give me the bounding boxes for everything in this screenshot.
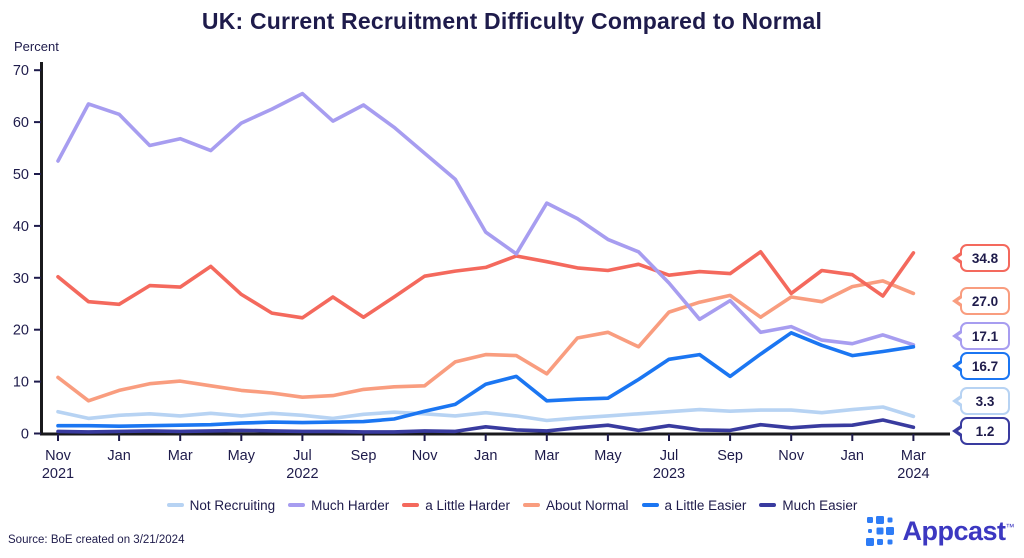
legend-item-not-recruiting: Not Recruiting [166,497,276,513]
legend-swatch [166,503,184,507]
y-tick-label: 50 [13,167,29,183]
x-tick-label: Nov [778,448,805,464]
x-tick-label: May [228,448,256,464]
x-tick-label: Jan [107,448,130,464]
y-axis-unit-label: Percent [14,39,59,54]
legend-label: Much Easier [782,497,858,513]
logo-grid-square [867,517,874,523]
x-tick-label: Nov [45,448,72,464]
appcast-logo: Appcast™ [865,515,1014,548]
x-year-label: 2023 [653,466,685,482]
end-value-callout-a-little-harder: 34.8 [960,244,1010,272]
legend-item-much-easier: Much Easier [759,498,857,513]
appcast-logo-mark-icon [866,516,895,546]
series-line-much-easier [56,418,916,434]
x-tick-label: Nov [412,448,439,464]
source-note: Source: BoE created on 3/21/2024 [8,534,185,546]
y-tick-label: 10 [13,375,29,391]
legend-swatch [402,503,420,507]
y-tick-label: 30 [13,271,29,287]
x-year-label: 2021 [42,466,74,482]
logo-grid-square [866,538,875,546]
logo-grid-square [887,539,893,545]
legend-swatch [523,503,540,507]
y-tick-label: 70 [13,63,29,79]
logo-grid-square [876,527,884,535]
x-tick-label: Jul [293,448,312,464]
legend-swatch [288,503,306,507]
appcast-logo-text: Appcast™ [902,516,1014,547]
series-line-much-harder [56,91,916,347]
y-tick-label: 40 [13,219,29,235]
series-line-about-normal [56,279,916,403]
series-line-a-little-easier [56,330,916,429]
legend-swatch [759,503,777,507]
chart-legend: Not Recruiting Much Harder a Little Harder… [0,494,1024,516]
legend-label: a Little Harder [425,497,510,513]
logo-grid-square [876,516,885,524]
x-tick-label: Sep [717,448,743,464]
y-tick-label: 60 [13,115,29,131]
x-tick-label: May [594,448,622,464]
logo-grid-square [868,529,873,533]
x-tick-label: Mar [901,448,926,464]
end-value-callout-much-harder: 17.1 [960,322,1010,350]
series-line-a-little-harder [56,250,916,320]
x-year-label: 2022 [286,466,318,482]
chart-title: UK: Current Recruitment Difficulty Compa… [201,8,823,34]
end-value-callout-about-normal: 27.0 [960,287,1010,315]
logo-grid-square [887,517,893,523]
x-tick-label: Jan [841,448,864,464]
trademark-symbol: ™ [1005,522,1015,532]
x-tick-label: Mar [168,448,193,464]
legend-swatch [641,503,659,507]
logo-wordmark: Appcast [902,516,1006,546]
x-tick-label: Jan [474,448,497,464]
legend-label: About Normal [546,497,629,513]
x-tick-label: Sep [351,448,377,464]
legend-label: Not Recruiting [189,497,276,513]
legend-item-much-harder: Much Harder [288,498,389,513]
end-value-callout-not-recruiting: 3.3 [960,387,1010,415]
legend-item-a-little-easier: a Little Easier [641,497,747,513]
legend-item-about-normal: About Normal [523,498,629,513]
legend-item-a-little-harder: a Little Harder [402,498,510,513]
series-line-not-recruiting [56,405,916,423]
legend-label: a Little Easier [664,497,747,513]
x-tick-label: Jul [660,448,679,464]
x-tick-label: Mar [534,448,559,464]
end-value-callout-much-easier: 1.2 [960,417,1010,445]
x-year-label: 2024 [897,466,929,482]
y-tick-label: 20 [13,323,29,339]
y-tick-label: 0 [21,427,29,443]
logo-grid-square [877,539,884,545]
legend-label: Much Harder [311,497,390,513]
logo-grid-square [886,527,895,535]
end-value-callout-a-little-easier: 16.7 [960,352,1010,380]
